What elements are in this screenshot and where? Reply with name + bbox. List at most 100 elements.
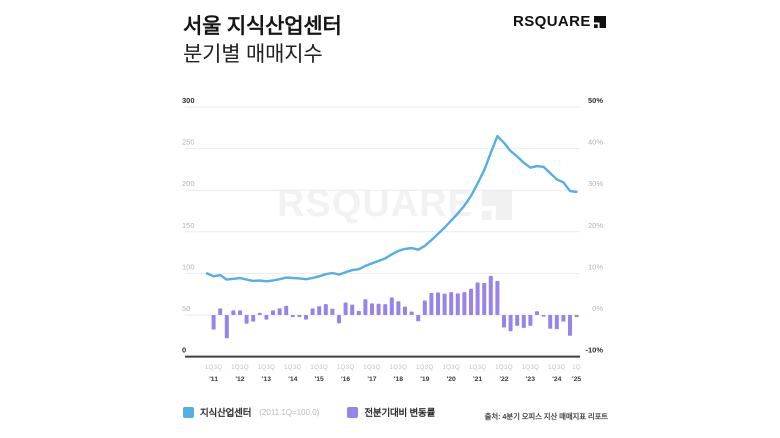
index-series-label: 지식산업센터 xyxy=(200,408,252,419)
qoq-change-bar xyxy=(343,302,348,315)
qoq-change-bar xyxy=(541,315,546,317)
qoq-change-bar xyxy=(561,315,566,322)
qoq-change-bar xyxy=(396,301,401,315)
index-line-series xyxy=(205,134,578,283)
qoq-change-bar xyxy=(356,310,361,315)
left-axis-label: 0 xyxy=(182,346,186,355)
year-tick-label: '14 xyxy=(288,376,297,383)
left-axis-label: 250 xyxy=(182,138,195,147)
qoq-change-bar xyxy=(317,306,322,315)
year-tick-label: '25 xyxy=(572,376,581,383)
qoq-change-bar xyxy=(330,308,335,315)
quarter-tick-label: 1Q3Q xyxy=(495,364,513,371)
qoq-change-bar xyxy=(323,304,328,315)
year-tick-label: '23 xyxy=(526,376,535,383)
qoq-change-bar xyxy=(403,306,407,315)
qoq-change-bar xyxy=(271,310,275,315)
qoq-change-bar xyxy=(462,292,467,315)
qoq-change-bar xyxy=(442,293,447,315)
qoq-change-bar xyxy=(422,300,427,315)
year-tick-label: '16 xyxy=(341,376,350,383)
year-tick-label: '22 xyxy=(499,376,508,383)
left-axis-label: 50 xyxy=(182,304,190,313)
year-tick-label: '18 xyxy=(394,376,403,383)
qoq-change-bar xyxy=(535,311,539,315)
left-axis-label: 300 xyxy=(182,96,195,105)
qoq-change-bar xyxy=(455,293,460,315)
qoq-change-bar xyxy=(350,304,355,315)
qoq-change-bar xyxy=(383,304,388,315)
left-axis-label: 100 xyxy=(182,262,195,271)
quarter-tick-label: 1Q3Q xyxy=(205,364,223,371)
right-axis-label: -10% xyxy=(585,346,603,355)
qoq-change-bar xyxy=(389,297,394,315)
qoq-change-bar xyxy=(363,299,368,315)
qoq-change-bar xyxy=(370,303,374,315)
right-axis-label: 10% xyxy=(588,262,603,271)
qoq-change-bar xyxy=(251,315,256,322)
qoq-change-bar xyxy=(502,315,506,328)
index-base-note: (2011.1Q=100.0) xyxy=(259,407,320,417)
left-axis-label: 150 xyxy=(182,221,195,230)
legend-item-qoq: 전분기대비 변동률 xyxy=(347,405,435,419)
qoq-change-bar xyxy=(482,282,487,315)
index-series-swatch xyxy=(183,406,194,418)
rsquare-logo-text: RSQUARE xyxy=(513,13,591,30)
qoq-change-bar xyxy=(257,312,262,315)
qoq-change-bar xyxy=(469,288,473,315)
year-tick-label: '11 xyxy=(209,376,218,383)
qoq-change-bar xyxy=(238,310,242,315)
right-axis-label: 30% xyxy=(588,179,603,188)
qoq-change-bar xyxy=(264,315,269,320)
qoq-change-bar xyxy=(488,275,493,315)
quarter-tick-label: 1Q3Q xyxy=(548,364,566,371)
qoq-change-bar xyxy=(574,315,579,318)
qoq-change-bar xyxy=(416,315,421,322)
qoq-change-bar xyxy=(548,315,553,329)
qoq-change-bar xyxy=(218,308,223,315)
qoq-change-bar xyxy=(528,315,533,326)
qoq-change-bar xyxy=(495,280,500,315)
watermark-logo-mark-icon xyxy=(482,189,513,220)
right-axis-label: 40% xyxy=(588,138,603,147)
qoq-change-bar xyxy=(436,292,440,315)
quarter-tick-label: 1Q xyxy=(572,364,581,371)
quarter-tick-label: 1Q3Q xyxy=(337,364,355,371)
qoq-change-bar xyxy=(521,315,526,328)
left-axis-label: 200 xyxy=(182,179,195,188)
quarter-tick-label: 1Q3Q xyxy=(416,364,434,371)
quarter-tick-label: 1Q3Q xyxy=(258,364,276,371)
qoq-change-bar xyxy=(337,315,341,324)
title-line-1: 서울 지식산업센터 xyxy=(183,15,342,38)
qoq-change-bar xyxy=(244,315,249,324)
qoq-change-bar xyxy=(284,305,289,315)
legend-item-index: 지식산업센터 (2011.1Q=100.0) xyxy=(183,405,319,419)
year-tick-label: '15 xyxy=(315,376,324,383)
qoq-change-bar xyxy=(310,308,315,315)
quarter-tick-label: 1Q3Q xyxy=(469,364,487,371)
qoq-change-bar xyxy=(277,308,282,315)
quarter-tick-label: 1Q3Q xyxy=(363,364,381,371)
qoq-series-label: 전분기대비 변동률 xyxy=(364,408,436,419)
qoq-change-bar xyxy=(554,315,559,330)
year-tick-label: '19 xyxy=(420,376,429,383)
right-axis-label: 20% xyxy=(588,221,603,230)
page-title: 서울 지식산업센터 분기별 매매지수 xyxy=(183,13,342,68)
qoq-change-bar xyxy=(409,311,414,315)
qoq-change-bar xyxy=(304,315,308,320)
quarter-tick-label: 1Q3Q xyxy=(522,364,540,371)
qoq-series-swatch xyxy=(347,406,359,418)
title-line-2: 분기별 매매지수 xyxy=(183,42,323,66)
qoq-change-bar xyxy=(508,315,513,332)
quarter-tick-label: 1Q3Q xyxy=(442,364,460,371)
qoq-change-bar xyxy=(224,315,229,339)
quarter-tick-label: 1Q3Q xyxy=(231,364,249,371)
right-axis-label: 0% xyxy=(592,304,603,313)
year-tick-label: '24 xyxy=(552,376,561,383)
index-chart: 300 50% 250 40% 200 30% 150 20% 100 10% 50 0% 0 -10% 1… xyxy=(182,96,603,383)
qoq-change-bar xyxy=(515,315,520,326)
qoq-change-bar xyxy=(568,315,572,336)
source-note: 출처: 4분기 오피스 지산 매매지표 리포트 xyxy=(484,412,608,421)
quarter-tick-label: 1Q3Q xyxy=(390,364,408,371)
year-tick-label: '21 xyxy=(473,376,482,383)
